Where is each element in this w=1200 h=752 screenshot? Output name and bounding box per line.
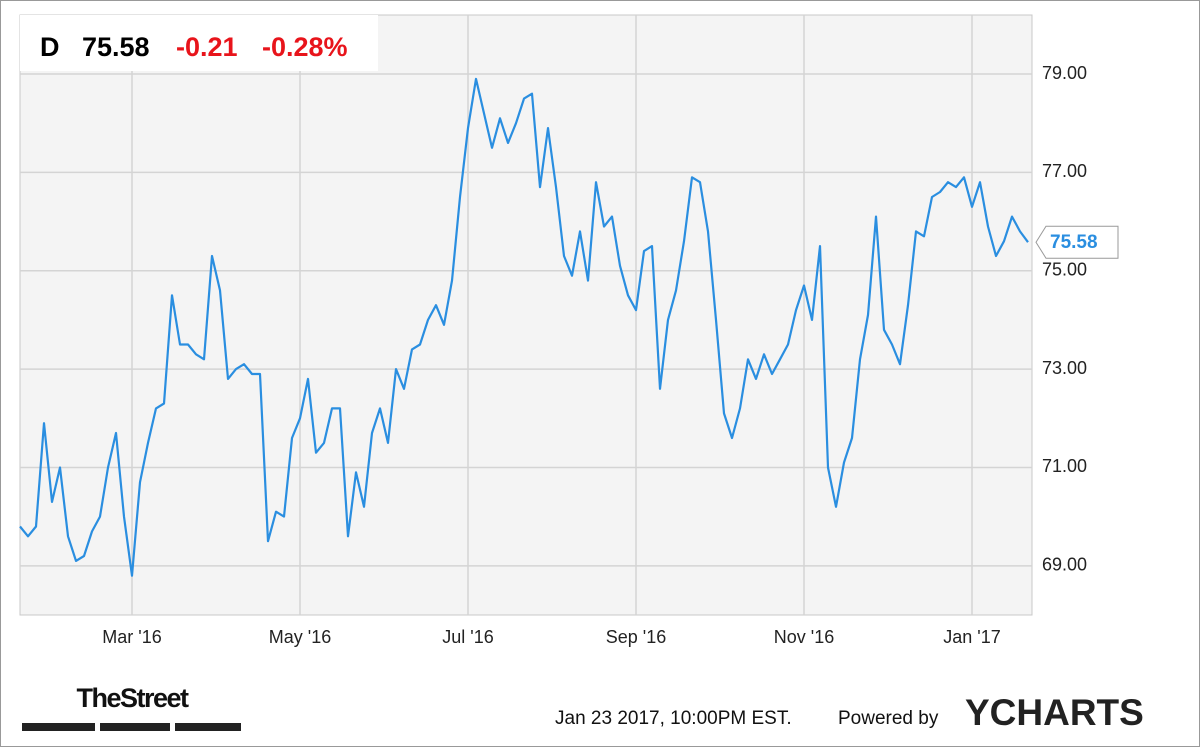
logo-bar: [22, 723, 95, 731]
x-tick-label: Jul '16: [442, 627, 493, 647]
y-tick-label: 79.00: [1042, 63, 1087, 83]
price: 75.58: [82, 32, 150, 62]
price-line: [19, 77, 1029, 577]
powered-by: Powered by: [838, 708, 939, 729]
source-logo: TheStreet: [76, 683, 189, 713]
plot-area: [19, 14, 1033, 616]
change: -0.21: [176, 32, 238, 62]
last-value-tag: [1035, 225, 1119, 259]
x-tick-label: Nov '16: [774, 627, 834, 647]
logo-bar: [100, 723, 170, 731]
brand-logo: YCHARTS: [965, 692, 1144, 733]
quote-box: [20, 15, 378, 71]
y-tick-label: 69.00: [1042, 555, 1087, 575]
x-tick-label: Jan '17: [943, 627, 1000, 647]
y-tick-label: 71.00: [1042, 456, 1087, 476]
y-tick-label: 73.00: [1042, 358, 1087, 378]
logo-bar: [175, 723, 241, 731]
symbol: D: [40, 32, 60, 62]
y-tick-label: 75.00: [1042, 259, 1087, 279]
timestamp: Jan 23 2017, 10:00PM EST.: [555, 708, 792, 729]
change-percent: -0.28%: [262, 32, 348, 62]
y-tick-label: 77.00: [1042, 161, 1087, 181]
x-tick-label: Mar '16: [102, 627, 161, 647]
last-value-label: 75.58: [1050, 232, 1098, 253]
x-tick-label: Sep '16: [606, 627, 667, 647]
x-tick-label: May '16: [269, 627, 331, 647]
